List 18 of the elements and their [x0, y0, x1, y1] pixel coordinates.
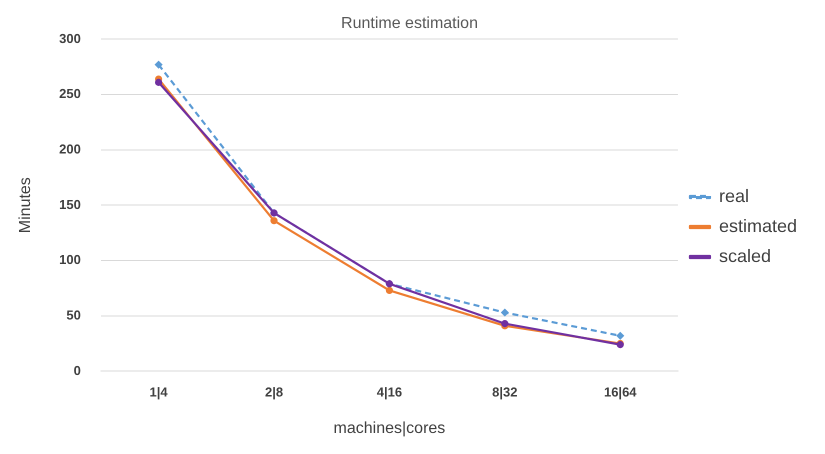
x-tick-label: 8|32 — [492, 384, 518, 400]
y-tick-label: 200 — [59, 141, 81, 156]
x-axis-title: machines|cores — [334, 420, 446, 437]
y-tick-label: 50 — [66, 307, 81, 322]
x-tick-label: 4|16 — [376, 384, 402, 400]
y-tick-label: 0 — [74, 362, 81, 378]
legend-label: real — [718, 186, 749, 206]
y-tick-label: 250 — [59, 86, 81, 102]
chart-title: Runtime estimation — [341, 15, 478, 32]
y-axis-title: Minutes — [17, 177, 34, 234]
legend-label: estimated — [718, 216, 798, 236]
y-tick-label: 100 — [59, 252, 81, 268]
x-tick-label: 2|8 — [264, 384, 284, 400]
x-tick-label: 16|64 — [604, 384, 638, 400]
y-tick-label: 300 — [59, 30, 81, 46]
legend-label: scaled — [718, 246, 771, 266]
x-tick-label: 1|4 — [150, 384, 168, 400]
y-tick-label: 150 — [59, 196, 81, 212]
